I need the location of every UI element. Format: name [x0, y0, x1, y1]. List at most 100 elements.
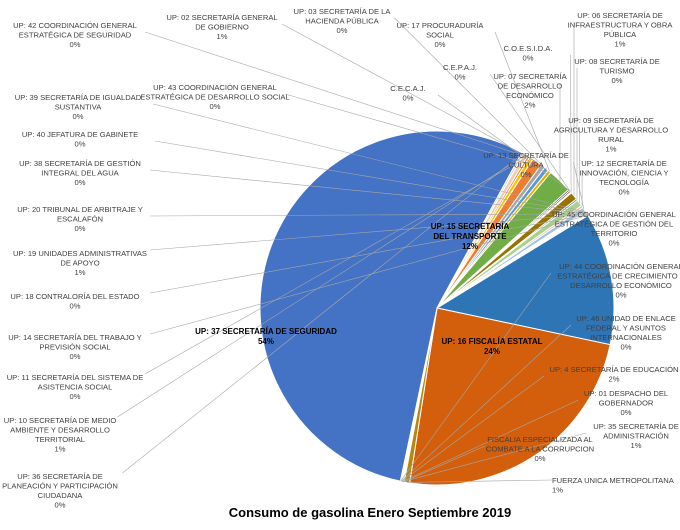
leader-line [144, 31, 532, 159]
slice-label: UP: 18 CONTRALORÍA DEL ESTADO 0% [10, 292, 139, 311]
slice-percent: 0% [621, 408, 632, 417]
slice-percent: 2% [525, 101, 536, 110]
leader-line [489, 73, 571, 192]
leader-line [573, 161, 585, 210]
slice-label: UP: 02 SECRETARÍA GENERAL DE GOBIERNO 1% [166, 13, 277, 41]
slice-percent: 1% [75, 268, 86, 277]
leader-line [281, 23, 538, 163]
slice-percent: 1% [606, 145, 617, 154]
slice-label: UP: 17 PROCURADURÍA SOCIAL 0% [397, 21, 485, 49]
slice-label: UP: 15 SECRETARÍA DEL TRANSPORTE 12% [431, 222, 510, 251]
leader-line [401, 375, 545, 482]
slice-label: UP: 12 SECRETARÍA DE INNOVACIÓN, CIENCIA … [579, 159, 668, 197]
slice-label: UP: 40 JEFATURA DE GABINETE 0% [22, 130, 138, 149]
slice-percent: 1% [552, 486, 563, 495]
leader-line [284, 93, 547, 170]
slice-label: UP: 42 COORDINACIÓN GENERAL ESTRATÉGICA D… [13, 21, 137, 49]
slice-label: UP: 11 SECRETARÍA DEL SISTEMA DE ASISTENC… [7, 373, 144, 401]
leader-line [402, 432, 587, 482]
slice-percent: 0% [435, 40, 446, 49]
slice-percent: 0% [523, 54, 534, 63]
slice-percent: 0% [621, 343, 632, 352]
slice-percent: 0% [70, 352, 81, 361]
leader-line [149, 169, 587, 214]
leader-line [152, 103, 586, 213]
slice-label: UP: 36 SECRETARÍA DE PLANEACIÓN Y PARTICI… [2, 472, 118, 510]
leader-line [406, 479, 553, 483]
slice-label: UP: 46 UNIDAD DE ENLACE FEDERAL Y ASUNTOS… [576, 314, 676, 352]
leader-line [403, 445, 486, 483]
slice-label: C.E.P.A.J. 0% [443, 63, 477, 82]
slice-label: C.O.E.S.I.D.A. 0% [504, 44, 553, 63]
slice-label: UP: 35 SECRETARÍA DE ADMINISTRACIÓN 1% [593, 422, 679, 450]
slice-percent: 1% [217, 32, 228, 41]
slice-label: UP: 38 SECRETARÍA DE GESTIÓN INTEGRAL DEL… [19, 159, 141, 187]
leader-line [400, 324, 572, 482]
slice-label: UP: 08 SECRETARÍA DE TURISMO 0% [574, 57, 660, 85]
slice-percent: 0% [75, 178, 86, 187]
slice-label: UP: 43 COORDINACIÓN GENERAL ESTRATÉGICA D… [140, 83, 289, 111]
leader-line [394, 17, 544, 167]
leader-line [154, 140, 587, 214]
slice-label: FISCALIA ESPECIALIZADA AL COMBATE A LA CO… [486, 435, 594, 463]
slice-percent: 1% [631, 441, 642, 450]
slice-label: C.E.C.A.J. 0% [390, 84, 425, 103]
pie-slice [259, 130, 523, 482]
pie-slice [435, 214, 615, 346]
slice-percent: 0% [455, 73, 466, 82]
slice-percent: 0% [619, 188, 630, 197]
slice-percent: 0% [75, 140, 86, 149]
slice-percent: 12% [462, 242, 478, 251]
leader-line [400, 272, 552, 482]
slice-percent: 0% [403, 94, 414, 103]
pie-slices [259, 130, 615, 486]
slice-percent: 1% [55, 445, 66, 454]
leader-line [122, 152, 523, 474]
slice-label: UP: 4 SECRETARÍA DE EDUCACIÓN 2% [550, 365, 679, 384]
leader-line [437, 94, 570, 191]
slice-label: UP: 07 SECRETARÍA DE DESARROLLO ECONÓMICO 2… [493, 72, 567, 110]
slice-percent: 0% [535, 454, 546, 463]
slice-label: FUERZA UNICA METROPOLITANA 1% [552, 476, 675, 495]
slice-percent: 1% [615, 40, 626, 49]
slice-percent: 0% [73, 112, 84, 121]
slice-label: UP: 37 SECRETARÍA DE SEGURIDAD 54% [195, 327, 337, 346]
slice-label: UP: 10 SECRETARÍA DE MEDIO AMBIENTE Y DES… [4, 416, 117, 454]
leader-line [149, 214, 588, 251]
slice-percent: 0% [70, 40, 81, 49]
slice-percent: 54% [258, 337, 274, 346]
slice-percent: 0% [337, 26, 348, 35]
slice-percent: 0% [609, 239, 620, 248]
leader-line [149, 213, 587, 217]
slice-percent: 2% [609, 375, 620, 384]
leader-line [149, 215, 588, 335]
leader-line [570, 54, 572, 193]
slice-percent: 0% [70, 392, 81, 401]
slice-percent: 0% [75, 224, 86, 233]
slice-label: UP: 14 SECRETARÍA DEL TRABAJO Y PREVISIÓN… [8, 333, 142, 361]
slice-label: UP: 45 COORDINACIÓN GENERAL ESTRATÉGICA D… [552, 210, 676, 248]
slice-label: UP: 13 SECRETARÍA DE CULTURA 0% [483, 151, 569, 179]
slice-label: UP: 03 SECRETARÍA DE LA HACIENDA PÚBLICA 0… [294, 7, 392, 35]
slice-percent: 24% [484, 347, 500, 356]
slice-label: UP: 39 SECRETARÍA DE IGUALDAD SUSTANTIVA 0… [15, 93, 142, 121]
chart-title: Consumo de gasolina Enero Septiembre 201… [229, 505, 511, 520]
slice-label: UP: 06 SECRETARÍA DE INFRAESTRUCTURA Y OB… [568, 11, 674, 49]
leader-line [149, 214, 588, 294]
slice-percent: 0% [521, 170, 532, 179]
slice-percent: 0% [210, 102, 221, 111]
slice-label: UP: 01 DESPACHO DEL GOBERNADOR 0% [584, 389, 668, 417]
slice-percent: 0% [616, 291, 627, 300]
pie-slice [409, 307, 611, 486]
slice-percent: 0% [55, 501, 66, 510]
slice-percent: 0% [70, 302, 81, 311]
slice-labels: UP: 15 SECRETARÍA DEL TRANSPORTE 12% UP: 16… [2, 7, 680, 510]
slice-percent: 0% [612, 76, 623, 85]
slice-label: UP: 09 SECRETARÍA DE AGRICULTURA Y DESARR… [554, 116, 668, 154]
slice-label: UP: 20 TRIBUNAL DE ARBITRAJE Y ESCALAFÓN 0… [17, 205, 143, 233]
slice-label: UP: 19 UNIDADES ADMINISTRATIVAS DE APOYO 1… [13, 249, 147, 277]
leader-line [117, 154, 526, 418]
leader-lines [117, 17, 588, 483]
slice-label: UP: 44 COORDINACIÓN GENERAL ESTRATÉGICA D… [557, 262, 680, 300]
slice-label: UP: 16 FISCALÍA ESTATAL 24% [441, 337, 542, 356]
